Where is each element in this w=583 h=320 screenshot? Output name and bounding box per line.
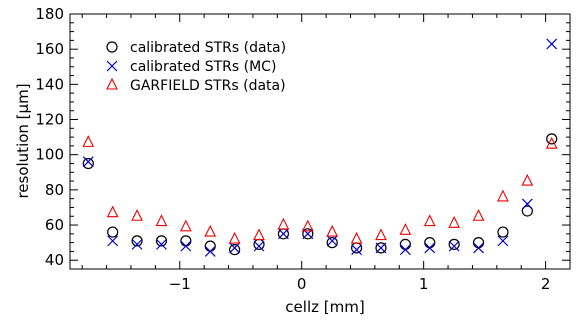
x-data-point	[253, 240, 265, 252]
triangle-data-point	[497, 189, 509, 202]
x-data-point	[156, 238, 167, 250]
triangle-data-point	[277, 217, 290, 230]
triangle-data-point	[155, 214, 168, 227]
circle-data-point	[302, 228, 314, 240]
triangle-data-point	[350, 231, 363, 244]
circle-data-point	[448, 238, 460, 250]
x-axis-label: cellz [mm]	[285, 298, 364, 316]
circle-data-point	[546, 133, 558, 145]
y-tick-label: 160	[35, 40, 64, 58]
y-axis-label: resolution [μm]	[14, 83, 32, 198]
triangle-data-point	[131, 209, 143, 221]
triangle-data-point	[423, 214, 436, 227]
triangle-data-point	[545, 136, 558, 149]
legend-label: GARFIELD STRs (data)	[130, 78, 286, 94]
circle-data-point	[424, 237, 436, 249]
circle-data-point	[350, 242, 363, 254]
x-data-point	[82, 156, 94, 168]
circle-data-point	[131, 235, 143, 247]
circle-data-point	[253, 238, 265, 250]
triangle-data-point	[301, 219, 314, 232]
x-data-point	[107, 235, 119, 247]
x-data-point	[180, 240, 192, 252]
legend: calibrated STRs (data) calibrated STRs (M…	[106, 40, 286, 94]
triangle-data-point	[179, 219, 192, 232]
x-data-point	[424, 242, 436, 254]
circle-data-point	[82, 157, 94, 170]
x-data-point	[473, 242, 484, 254]
triangle-data-point	[399, 223, 412, 235]
x-data-point	[521, 198, 533, 210]
y-tick-label: 40	[45, 251, 64, 269]
triangle-data-point	[228, 231, 241, 244]
x-data-point	[497, 235, 509, 247]
circle-legend-marker	[106, 41, 118, 53]
x-data-point	[351, 244, 363, 256]
triangle-data-point	[326, 224, 339, 237]
x-data-point	[131, 238, 143, 250]
circle-data-point	[204, 240, 216, 252]
y-tick-label: 180	[35, 5, 64, 23]
legend-label: calibrated STRs (data)	[130, 40, 286, 56]
circle-data-point	[155, 235, 168, 247]
x-data-point	[229, 242, 241, 254]
x-tick-label: 0	[297, 275, 307, 293]
y-tick-label: 60	[45, 216, 64, 234]
circle-data-point	[399, 238, 411, 250]
x-data-point	[448, 240, 460, 252]
x-data-point	[399, 244, 411, 256]
triangle-data-point	[82, 135, 95, 147]
y-tick-label: 100	[35, 146, 64, 164]
x-data-point	[326, 235, 338, 247]
x-data-point	[204, 245, 216, 257]
circle-data-point	[472, 237, 485, 249]
circle-data-point	[497, 226, 509, 238]
circle-data-point	[180, 235, 192, 247]
circle-data-point	[326, 237, 338, 249]
circle-data-point	[229, 244, 241, 256]
y-tick-label: 80	[45, 181, 64, 199]
axis-ticks: −1 0 1 2 40 60 80 100 120 140 160 180	[35, 5, 571, 293]
x-data-point	[277, 228, 289, 240]
plot-frame	[69, 13, 571, 270]
triangle-data-point	[253, 228, 265, 241]
triangle-legend-marker	[106, 77, 118, 90]
triangle-data-point	[521, 173, 534, 186]
triangle-data-point	[375, 228, 387, 241]
circle-data-point	[107, 226, 119, 238]
triangle-data-point	[472, 209, 485, 221]
circle-data-point	[375, 242, 387, 254]
data-points	[82, 38, 558, 257]
y-tick-label: 120	[35, 111, 64, 129]
circle-data-point	[521, 205, 533, 217]
x-tick-label: −1	[169, 275, 191, 293]
triangle-data-point	[204, 224, 217, 237]
x-tick-label: 2	[541, 275, 551, 293]
x-legend-marker	[106, 60, 118, 72]
x-data-point	[546, 38, 558, 50]
triangle-data-point	[448, 216, 461, 228]
x-tick-label: 1	[419, 275, 429, 293]
legend-label: calibrated STRs (MC)	[130, 59, 276, 75]
y-tick-label: 140	[35, 75, 64, 93]
x-data-point	[375, 242, 387, 254]
triangle-data-point	[106, 205, 119, 218]
